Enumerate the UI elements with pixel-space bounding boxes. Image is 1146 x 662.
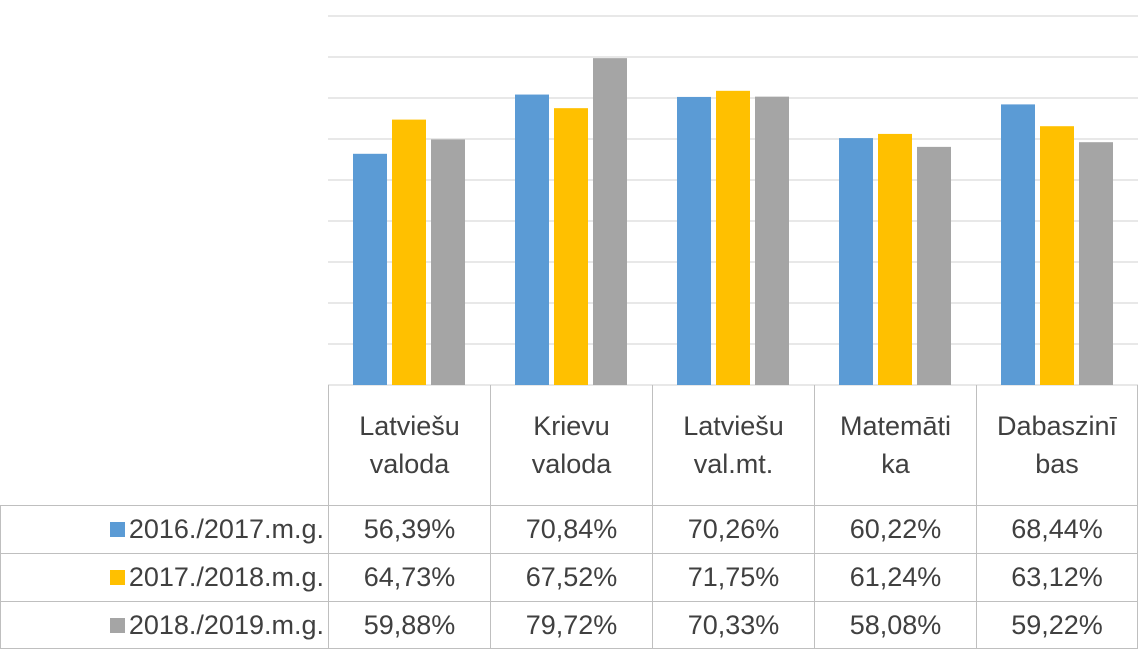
x-tick-label: Latviešu valoda <box>359 411 460 479</box>
bar <box>839 138 873 385</box>
value-cell: 70,33% <box>652 601 814 649</box>
value-cell: 79,72% <box>490 601 652 649</box>
value-cell: 58,08% <box>814 601 976 649</box>
value-cell: 59,22% <box>976 601 1138 649</box>
legend-swatch <box>109 522 125 537</box>
category-cell: Dabaszinības <box>976 385 1138 505</box>
bar <box>353 153 387 385</box>
legend-cell: 2016./2017.m.g. <box>0 505 328 553</box>
x-tick-label: Matemātika <box>839 411 952 479</box>
value-cell: 67,52% <box>490 553 652 601</box>
value-cell: 60,22% <box>814 505 976 553</box>
value-cell: 68,44% <box>976 505 1138 553</box>
x-tick-label: Latviešu val.mt. <box>683 411 784 479</box>
value-cell: 56,39% <box>328 505 490 553</box>
legend-cell: 2017./2018.m.g. <box>0 553 328 601</box>
legend-swatch <box>109 617 125 633</box>
bar <box>755 96 789 385</box>
bar <box>1079 142 1113 385</box>
bar <box>1040 126 1074 385</box>
category-cell: Matemātika <box>814 385 976 505</box>
bar <box>878 133 912 385</box>
bar <box>917 146 951 385</box>
value-cell: 61,24% <box>814 553 976 601</box>
legend-cell: 2018./2019.m.g. <box>0 601 328 649</box>
x-tick-label: Krievu valoda <box>531 411 612 479</box>
value-cell: 70,84% <box>490 505 652 553</box>
category-cell: Latviešu val.mt. <box>652 385 814 505</box>
bar <box>554 108 588 385</box>
x-tick-label: Dabaszinības <box>996 411 1118 479</box>
bar <box>392 119 426 386</box>
legend-swatch <box>109 570 125 585</box>
category-cell: Latviešu valoda <box>328 385 490 505</box>
value-cell: 70,26% <box>652 505 814 553</box>
legend-label: 2016./2017.m.g. <box>128 514 324 544</box>
bar <box>1001 104 1035 386</box>
bar <box>431 139 465 385</box>
value-cell: 64,73% <box>328 553 490 601</box>
legend-label: 2017./2018.m.g. <box>128 562 324 592</box>
bar <box>515 94 549 385</box>
value-cell: 59,88% <box>328 601 490 649</box>
bar <box>716 90 750 385</box>
bar <box>593 58 627 385</box>
value-cell: 63,12% <box>976 553 1138 601</box>
category-cell: Krievu valoda <box>490 385 652 505</box>
legend-label: 2018./2019.m.g. <box>128 609 324 640</box>
value-cell: 71,75% <box>652 553 814 601</box>
bar <box>677 96 711 386</box>
